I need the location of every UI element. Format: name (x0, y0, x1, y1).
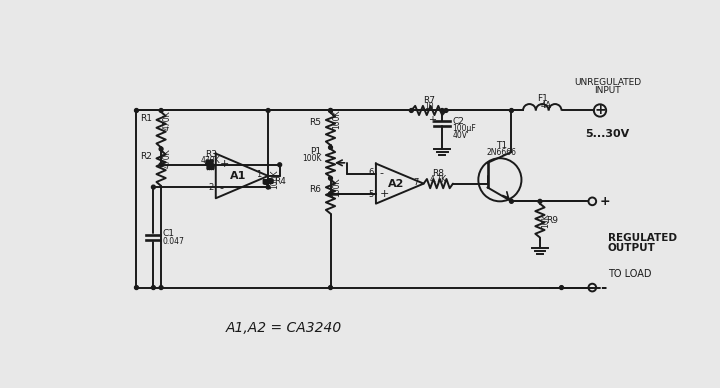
Text: T1: T1 (496, 141, 507, 151)
Text: R1: R1 (140, 114, 152, 123)
Text: R9: R9 (546, 216, 558, 225)
Text: +: + (220, 159, 229, 169)
Circle shape (135, 286, 138, 289)
Text: 470K: 470K (163, 110, 172, 130)
Text: -: - (220, 183, 224, 193)
Text: 100K: 100K (332, 109, 341, 129)
Text: 100μF: 100μF (452, 124, 476, 133)
Text: 10K: 10K (541, 214, 551, 228)
Text: -: - (600, 280, 606, 295)
Circle shape (444, 109, 448, 113)
Text: 40V: 40V (452, 131, 467, 140)
Text: TO LOAD: TO LOAD (608, 269, 651, 279)
Text: 470K: 470K (163, 149, 172, 168)
Circle shape (266, 109, 270, 113)
Text: R7: R7 (423, 96, 435, 105)
Text: OUTPUT: OUTPUT (608, 242, 656, 253)
Text: REGULATED: REGULATED (608, 233, 677, 243)
Text: R3: R3 (204, 150, 217, 159)
Text: 5: 5 (369, 190, 374, 199)
Circle shape (328, 192, 333, 196)
Text: A1,A2 = CA3240: A1,A2 = CA3240 (226, 321, 343, 335)
Circle shape (266, 185, 270, 189)
Text: +: + (594, 104, 606, 118)
Text: 100K: 100K (332, 177, 341, 197)
Text: +: + (428, 115, 436, 125)
Text: 1: 1 (256, 170, 261, 179)
Text: 3: 3 (208, 159, 213, 168)
Text: 470K: 470K (201, 156, 220, 165)
Circle shape (328, 109, 333, 113)
Circle shape (328, 109, 333, 113)
Circle shape (159, 109, 163, 113)
Text: 100K: 100K (270, 170, 279, 189)
Text: R6: R6 (310, 185, 321, 194)
Text: C1: C1 (163, 229, 175, 238)
Circle shape (159, 163, 163, 167)
Text: 100K: 100K (302, 154, 321, 163)
Text: -: - (379, 168, 384, 178)
Circle shape (135, 109, 138, 113)
Text: 2N6666: 2N6666 (487, 147, 516, 156)
Text: 5...30V: 5...30V (585, 128, 630, 139)
Circle shape (510, 199, 513, 203)
Circle shape (278, 163, 282, 167)
Text: R2: R2 (140, 152, 152, 161)
Text: +: + (379, 189, 389, 199)
Text: INPUT: INPUT (595, 86, 621, 95)
Text: R8: R8 (432, 169, 444, 178)
Circle shape (328, 286, 333, 289)
Circle shape (159, 147, 163, 151)
Circle shape (151, 286, 156, 289)
Text: 6: 6 (368, 168, 374, 177)
Circle shape (440, 109, 444, 113)
Circle shape (510, 109, 513, 113)
Circle shape (559, 286, 564, 289)
Text: F1: F1 (537, 94, 548, 103)
Text: UNREGULATED: UNREGULATED (574, 78, 642, 87)
Text: R5: R5 (310, 118, 321, 126)
Text: R4: R4 (274, 177, 286, 186)
Text: +: + (600, 195, 611, 208)
Circle shape (159, 286, 163, 289)
Text: 2: 2 (208, 184, 213, 192)
Circle shape (328, 146, 333, 149)
Circle shape (328, 176, 333, 180)
Text: P1: P1 (310, 147, 321, 156)
Circle shape (538, 199, 542, 203)
Text: A2: A2 (388, 178, 404, 189)
Circle shape (410, 109, 413, 113)
Text: 10: 10 (424, 102, 433, 111)
Text: 4.7K: 4.7K (430, 175, 447, 184)
Text: 7: 7 (413, 178, 418, 187)
Text: 0.047: 0.047 (163, 237, 184, 246)
Text: 4A: 4A (541, 101, 552, 110)
Text: C2: C2 (452, 117, 464, 126)
Circle shape (151, 185, 156, 189)
Text: A1: A1 (230, 171, 246, 181)
